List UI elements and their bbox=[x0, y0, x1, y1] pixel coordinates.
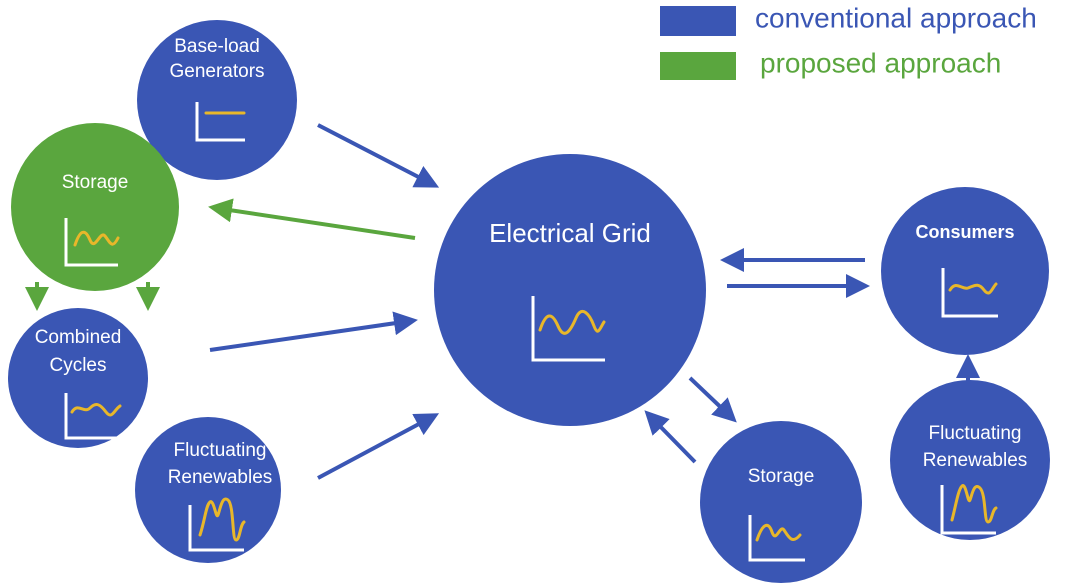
node: Fluctuating Renewables bbox=[890, 380, 1050, 540]
node-label: Generators bbox=[169, 61, 264, 82]
legend-swatch bbox=[660, 52, 736, 80]
legend-label: proposed approach bbox=[760, 47, 1001, 78]
node: Fluctuating Renewables bbox=[135, 417, 281, 563]
node-label: Renewables bbox=[168, 467, 273, 488]
node: Base-load Generators bbox=[137, 20, 297, 180]
node-label: Combined bbox=[35, 327, 122, 348]
node-label: Electrical Grid bbox=[489, 218, 651, 248]
node-label: Cycles bbox=[49, 355, 106, 376]
legend-swatch bbox=[660, 6, 736, 36]
node: Electrical Grid bbox=[434, 154, 706, 426]
node-label: Storage bbox=[62, 172, 129, 193]
node: Storage bbox=[700, 421, 862, 583]
node: Storage bbox=[11, 123, 179, 291]
legend-label: conventional approach bbox=[755, 2, 1037, 33]
node-label: Fluctuating bbox=[929, 423, 1022, 444]
arrows bbox=[25, 123, 980, 480]
node-label: Consumers bbox=[915, 222, 1014, 242]
node: Combined Cycles bbox=[8, 308, 148, 448]
node-label: Renewables bbox=[923, 450, 1028, 471]
node-label: Fluctuating bbox=[174, 440, 267, 461]
node: Consumers bbox=[881, 187, 1049, 355]
node-label: Storage bbox=[748, 466, 815, 487]
node-label: Base-load bbox=[174, 36, 260, 57]
